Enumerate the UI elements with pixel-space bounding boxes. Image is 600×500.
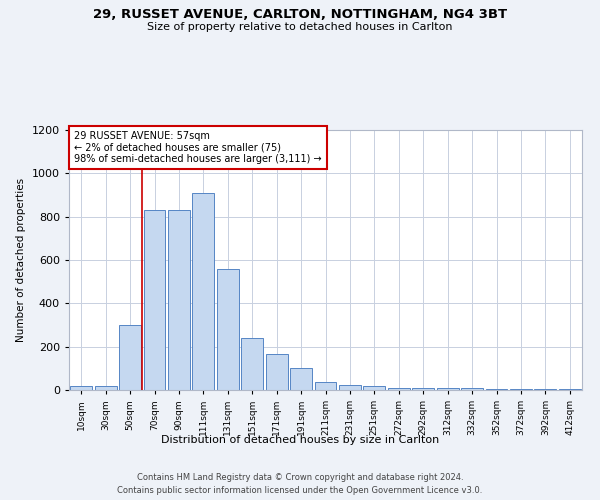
- Bar: [510, 389, 532, 390]
- Bar: [217, 268, 239, 390]
- Bar: [461, 388, 483, 390]
- Bar: [412, 388, 434, 390]
- Text: Size of property relative to detached houses in Carlton: Size of property relative to detached ho…: [147, 22, 453, 32]
- Bar: [290, 368, 312, 390]
- Bar: [241, 338, 263, 390]
- Text: Contains public sector information licensed under the Open Government Licence v3: Contains public sector information licen…: [118, 486, 482, 495]
- Text: Contains HM Land Registry data © Crown copyright and database right 2024.: Contains HM Land Registry data © Crown c…: [137, 472, 463, 482]
- Bar: [339, 385, 361, 390]
- Bar: [70, 386, 92, 390]
- Bar: [485, 389, 508, 390]
- Bar: [168, 210, 190, 390]
- Bar: [314, 382, 337, 390]
- Bar: [437, 388, 458, 390]
- Bar: [559, 389, 581, 390]
- Text: 29, RUSSET AVENUE, CARLTON, NOTTINGHAM, NG4 3BT: 29, RUSSET AVENUE, CARLTON, NOTTINGHAM, …: [93, 8, 507, 20]
- Text: 29 RUSSET AVENUE: 57sqm
← 2% of detached houses are smaller (75)
98% of semi-det: 29 RUSSET AVENUE: 57sqm ← 2% of detached…: [74, 132, 322, 164]
- Bar: [388, 388, 410, 390]
- Bar: [535, 389, 556, 390]
- Bar: [95, 386, 116, 390]
- Bar: [119, 325, 141, 390]
- Bar: [266, 354, 287, 390]
- Text: Distribution of detached houses by size in Carlton: Distribution of detached houses by size …: [161, 435, 439, 445]
- Y-axis label: Number of detached properties: Number of detached properties: [16, 178, 26, 342]
- Bar: [193, 193, 214, 390]
- Bar: [143, 210, 166, 390]
- Bar: [364, 386, 385, 390]
